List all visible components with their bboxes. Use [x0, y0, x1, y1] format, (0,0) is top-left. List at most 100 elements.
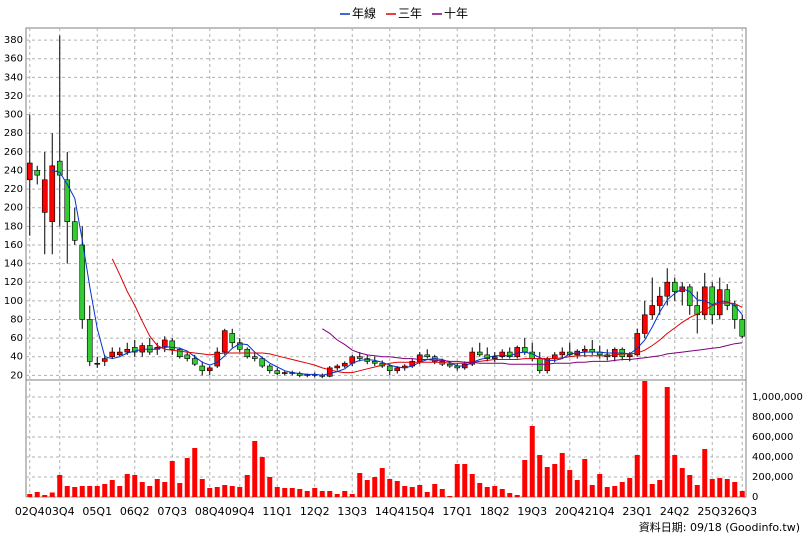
x-tick-label: 06Q2 — [120, 505, 150, 518]
volume-bar — [87, 486, 93, 497]
candle-body — [334, 365, 341, 369]
volume-bar — [364, 480, 370, 497]
volume-bar — [372, 477, 378, 497]
volume-bar — [57, 475, 63, 497]
volume-bar — [387, 479, 393, 497]
candle-body — [559, 351, 566, 356]
volume-bar — [177, 483, 183, 497]
x-tick-label: 24Q2 — [660, 505, 690, 518]
y2-tick-label: 200,000 — [752, 472, 793, 483]
volume-bar — [349, 494, 355, 497]
candle-body — [169, 340, 176, 350]
x-tick-label: 02Q4 — [15, 505, 45, 518]
x-tick-label: 19Q3 — [517, 505, 547, 518]
candle-body — [184, 354, 191, 359]
candle-body — [656, 295, 663, 306]
x-tick-label: 17Q1 — [442, 505, 472, 518]
y2-tick-label: 800,000 — [752, 412, 793, 423]
volume-bar — [222, 485, 228, 497]
candle-body — [259, 358, 266, 367]
volume-bar — [79, 486, 85, 497]
candle-body — [581, 348, 588, 352]
volume-bar — [499, 489, 505, 497]
volume-bar — [717, 478, 723, 497]
y-tick-label: 300 — [4, 110, 23, 121]
volume-bar — [477, 483, 483, 497]
volume-bar — [64, 486, 70, 497]
volume-bar — [574, 480, 580, 497]
y-tick-label: 340 — [4, 72, 23, 83]
candle-body — [41, 179, 48, 213]
candle-body — [229, 333, 236, 344]
candle-body — [664, 281, 671, 297]
candle-body — [491, 356, 498, 359]
volume-bar — [147, 486, 153, 497]
ma-line — [111, 258, 743, 374]
y-tick-label: 180 — [4, 221, 23, 232]
ma-line — [322, 328, 743, 365]
volume-bar — [312, 488, 318, 497]
x-tick-label: 03Q4 — [45, 505, 75, 518]
candle-body — [214, 351, 221, 367]
volume-bar — [42, 495, 48, 497]
volume-bar — [267, 477, 273, 497]
volume-bar — [27, 494, 33, 497]
candle-body — [266, 365, 273, 371]
volume-bar — [192, 448, 198, 497]
volume-bar — [469, 474, 475, 497]
volume-bar — [649, 484, 655, 497]
x-tick-label: 07Q3 — [157, 505, 187, 518]
candle-body — [221, 330, 228, 353]
volume-bar — [199, 479, 205, 497]
volume-bar — [417, 485, 423, 497]
volume-bar — [327, 491, 333, 497]
x-tick-label: 18Q2 — [480, 505, 510, 518]
volume-bar — [702, 449, 708, 497]
volume-bar — [34, 492, 40, 497]
candle-body — [109, 351, 116, 358]
volume-bar — [139, 482, 145, 497]
volume-bar — [634, 455, 640, 497]
candle-body — [86, 319, 93, 362]
volume-bar — [627, 478, 633, 497]
volume-bar — [229, 486, 235, 497]
volume-bar — [612, 486, 618, 497]
volume-bar — [334, 494, 340, 497]
candle-body — [176, 348, 183, 358]
candle-body — [274, 370, 281, 374]
legend-label: 年線 — [352, 6, 376, 21]
candle-body — [64, 179, 71, 222]
candle-body — [394, 367, 401, 371]
volume-bar — [537, 455, 543, 497]
x-tick-label: 26Q3 — [727, 505, 757, 518]
x-tick-label: 09Q4 — [225, 505, 255, 518]
candle-body — [724, 289, 731, 306]
volume-bar — [102, 484, 108, 497]
candle-body — [191, 358, 198, 365]
volume-bar — [319, 491, 325, 497]
x-tick-label: 11Q1 — [262, 505, 292, 518]
candle-body — [424, 354, 431, 358]
candle-body — [251, 356, 258, 359]
candle-body — [161, 339, 168, 348]
candle-body — [49, 165, 56, 222]
volume-bar — [169, 461, 175, 497]
volume-bar — [274, 487, 280, 497]
candle-body — [469, 351, 476, 365]
volume-bar — [522, 460, 528, 497]
volume-bar — [732, 482, 738, 497]
volume-bar — [252, 441, 258, 497]
volume-bar — [462, 464, 468, 497]
volume-bar — [282, 488, 288, 497]
volume-bar — [94, 486, 100, 497]
footnote: 資料日期: 09/18 (Goodinfo.tw) — [639, 520, 800, 534]
volume-bar — [559, 453, 565, 497]
volume-bar — [244, 475, 250, 497]
candle-body — [386, 365, 393, 371]
candle-body — [281, 372, 288, 374]
candle-body — [101, 358, 108, 362]
x-tick-label: 08Q4 — [195, 505, 225, 518]
volume-bar — [544, 467, 550, 497]
volume-bar — [672, 455, 678, 497]
